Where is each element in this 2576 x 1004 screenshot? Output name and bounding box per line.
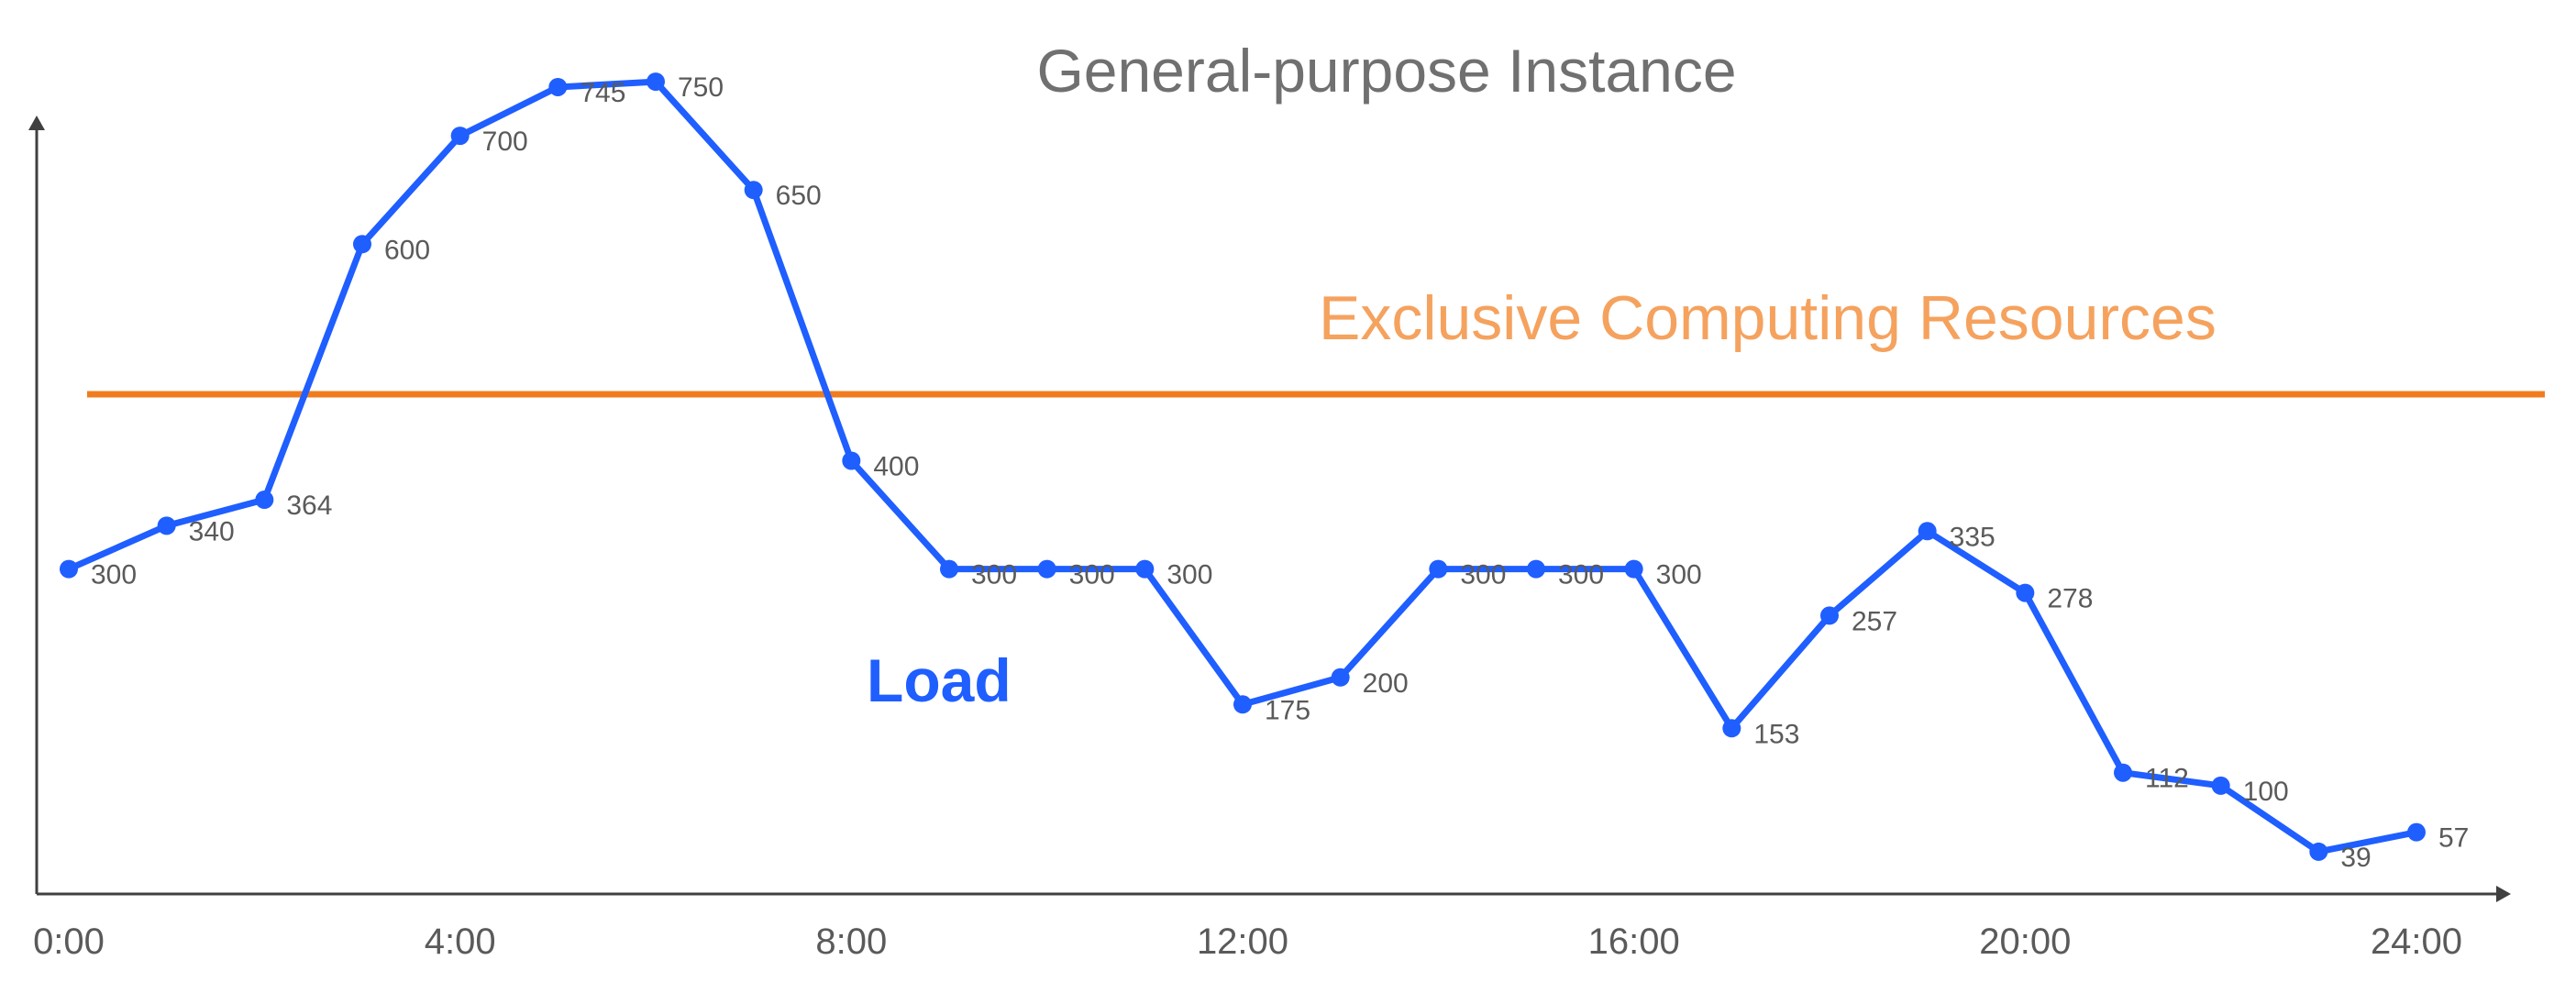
- data-point: [2309, 842, 2328, 861]
- data-point: [60, 559, 78, 579]
- data-label: 57: [2438, 823, 2469, 854]
- data-label: 39: [2340, 843, 2371, 873]
- data-point: [1037, 559, 1056, 579]
- data-point: [2016, 583, 2035, 602]
- data-point: [1135, 559, 1155, 579]
- data-point: [2407, 822, 2426, 842]
- data-label: 400: [873, 452, 919, 482]
- data-label: 100: [2243, 777, 2289, 807]
- data-point: [1820, 606, 1839, 625]
- x-tick-label: 20:00: [1979, 921, 2071, 962]
- x-tick-label: 24:00: [2371, 921, 2462, 962]
- x-axis-arrow: [2496, 886, 2511, 902]
- data-point: [1429, 559, 1448, 579]
- data-point: [2211, 776, 2230, 795]
- data-label: 112: [2145, 764, 2189, 794]
- x-tick-label: 16:00: [1588, 921, 1680, 962]
- data-label: 300: [1656, 560, 1702, 590]
- data-label: 335: [1950, 522, 1996, 552]
- data-label: 300: [1069, 560, 1115, 590]
- data-label: 364: [286, 491, 332, 521]
- x-tick-labels: 0:00 4:00 8:00 12:00 16:00 20:00 24:00: [33, 921, 2462, 962]
- data-label: 745: [580, 78, 625, 108]
- data-point: [647, 72, 665, 92]
- chart-title: General-purpose Instance: [1036, 37, 1736, 105]
- data-label: 153: [1753, 719, 1799, 749]
- data-point: [1624, 559, 1643, 579]
- data-label: 257: [1852, 606, 1897, 636]
- load-data-labels: 300 340 364 600 700 745 750 650 400 300 300 300 175 2…: [91, 72, 2469, 873]
- x-tick-label: 0:00: [33, 921, 105, 962]
- data-point: [1722, 719, 1741, 738]
- data-label: 200: [1363, 668, 1409, 699]
- data-label: 750: [678, 72, 724, 103]
- data-point: [1527, 559, 1545, 579]
- data-point: [2114, 763, 2132, 782]
- exclusive-resources-label: Exclusive Computing Resources: [1319, 283, 2217, 353]
- load-series-line: [67, 78, 2417, 855]
- data-point: [548, 77, 568, 96]
- load-data-points: [60, 72, 2426, 861]
- data-label: 175: [1265, 695, 1310, 725]
- x-tick-label: 8:00: [815, 921, 887, 962]
- data-label: 340: [189, 516, 235, 546]
- data-label: 300: [1460, 560, 1506, 590]
- data-point: [1233, 695, 1252, 714]
- data-point: [157, 516, 176, 535]
- x-tick-label: 4:00: [425, 921, 496, 962]
- data-label: 278: [2047, 584, 2093, 614]
- data-point: [450, 127, 470, 146]
- data-point: [1918, 522, 1937, 541]
- data-label: 300: [1558, 560, 1604, 590]
- data-label: 700: [482, 127, 528, 157]
- data-point: [255, 491, 274, 510]
- data-point: [353, 235, 371, 254]
- data-label: 600: [384, 235, 430, 265]
- x-tick-label: 12:00: [1197, 921, 1288, 962]
- y-axis-arrow: [28, 116, 45, 130]
- data-point: [744, 181, 763, 200]
- data-label: 300: [971, 560, 1017, 590]
- data-point: [940, 559, 958, 579]
- load-series-label: Load: [867, 646, 1012, 714]
- data-point: [842, 451, 861, 470]
- data-label: 650: [776, 181, 822, 211]
- data-label: 300: [91, 560, 137, 590]
- data-label: 300: [1166, 560, 1212, 590]
- data-point: [1331, 667, 1350, 687]
